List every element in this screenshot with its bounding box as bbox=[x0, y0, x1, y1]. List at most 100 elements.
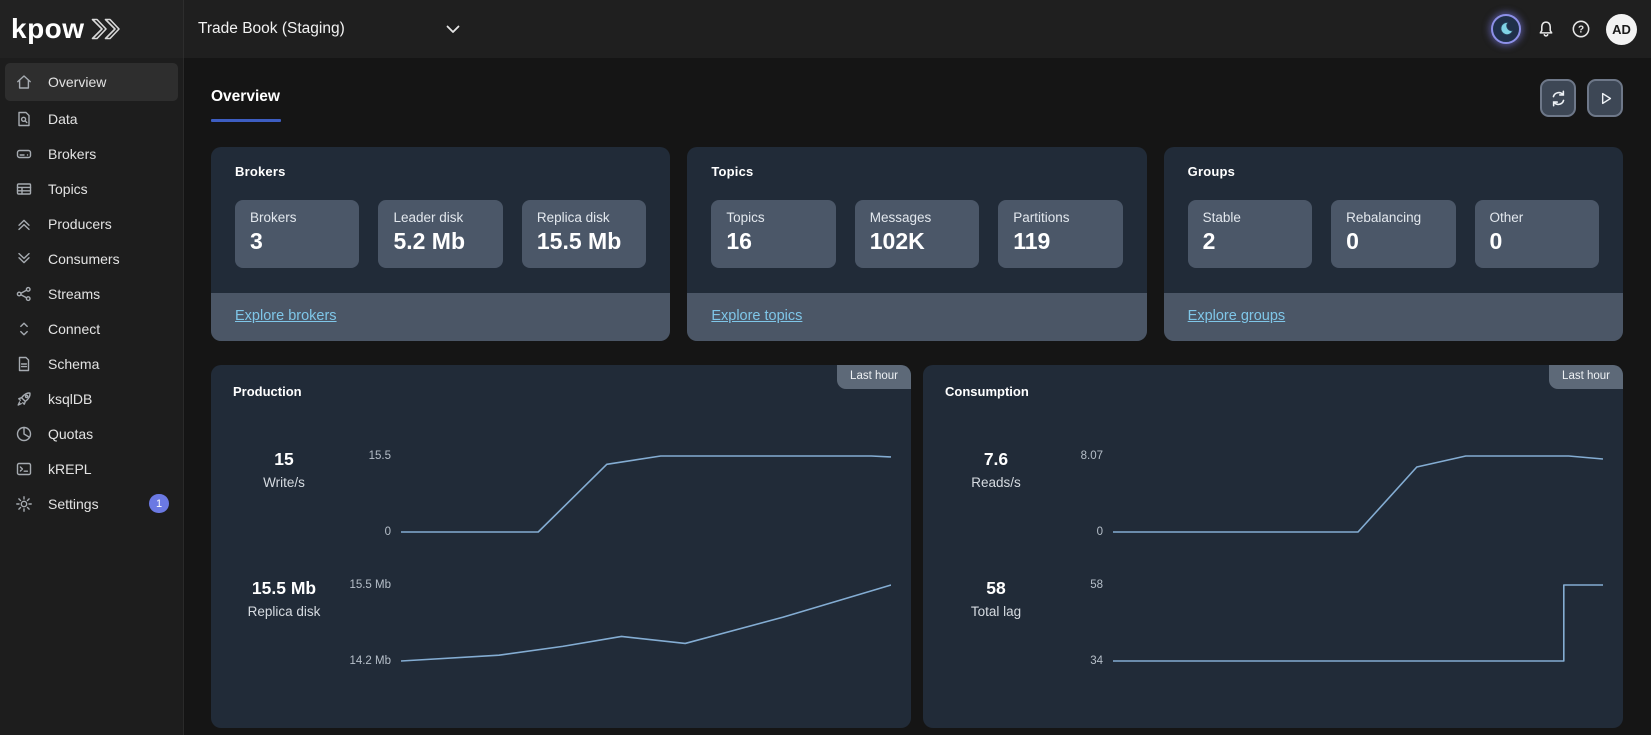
sidebar-item-label: Topics bbox=[48, 180, 88, 197]
summary-card-body: Topics Topics 16 Messages 102K Partitions 119 bbox=[687, 147, 1146, 268]
page-header: Overview bbox=[211, 79, 1623, 122]
help-button[interactable]: ? bbox=[1571, 19, 1591, 39]
sidebar-item-topics[interactable]: Topics bbox=[5, 171, 178, 206]
title-underline bbox=[211, 119, 281, 122]
chart-row: 58 Total lag 58 34 bbox=[945, 577, 1603, 669]
theme-toggle-button[interactable] bbox=[1491, 14, 1521, 44]
y-axis-min-label: 0 bbox=[384, 526, 391, 538]
card-footer: Explore topics bbox=[687, 293, 1147, 341]
notifications-button[interactable] bbox=[1536, 19, 1556, 39]
summary-cards-row: Brokers Brokers 3 Leader disk 5.2 Mb Replica … bbox=[211, 147, 1623, 341]
stat-tile: Leader disk 5.2 Mb bbox=[378, 200, 503, 268]
moon-icon bbox=[1497, 20, 1515, 38]
card-title: Topics bbox=[711, 164, 754, 179]
drive-icon bbox=[15, 145, 33, 163]
sidebar-item-label: Brokers bbox=[48, 145, 97, 162]
sidebar-item-brokers[interactable]: Brokers bbox=[5, 136, 178, 171]
sidebar-item-label: Data bbox=[48, 110, 78, 127]
sparkline-chart bbox=[1113, 577, 1603, 669]
stat-tile: Stable 2 bbox=[1187, 200, 1313, 268]
sidebar: Overview Data Brokers Topics Producers Consum… bbox=[0, 58, 184, 735]
gear-icon bbox=[15, 495, 33, 513]
y-axis-max-label: 8.07 bbox=[1080, 450, 1103, 462]
stat-tile: Brokers 3 bbox=[235, 200, 360, 268]
doc-search-icon bbox=[15, 110, 33, 128]
terminal-icon bbox=[15, 460, 33, 478]
kpow-logo[interactable]: kpow bbox=[11, 13, 125, 45]
page-title-block: Overview bbox=[211, 88, 281, 122]
rocket-icon bbox=[15, 390, 33, 408]
chart-card-production: Last hour Production 15 Write/s 15.5 0 15.5 Mb… bbox=[211, 365, 911, 728]
sidebar-item-ksqldb[interactable]: ksqlDB bbox=[5, 381, 178, 416]
chart-stat: 15 Write/s bbox=[233, 448, 335, 490]
sidebar-item-streams[interactable]: Streams bbox=[5, 276, 178, 311]
sidebar-item-consumers[interactable]: Consumers bbox=[5, 241, 178, 276]
chart-row: 15 Write/s 15.5 0 bbox=[233, 448, 891, 540]
stat-tile: Messages 102K bbox=[854, 200, 980, 268]
stat-tile: Rebalancing 0 bbox=[1331, 200, 1456, 268]
explore-link[interactable]: Explore brokers bbox=[235, 308, 337, 324]
stat-tile-value: 16 bbox=[726, 228, 752, 254]
stat-tile-value: 2 bbox=[1202, 228, 1216, 254]
svg-text:?: ? bbox=[1578, 25, 1584, 36]
home-icon bbox=[15, 73, 33, 91]
stat-tile-label: Brokers bbox=[250, 210, 297, 225]
chart-stat-label: Write/s bbox=[263, 475, 305, 490]
sidebar-item-settings[interactable]: Settings 1 bbox=[5, 486, 178, 521]
avatar[interactable]: AD bbox=[1606, 13, 1637, 45]
play-button[interactable] bbox=[1587, 79, 1623, 117]
chart-stat-value: 58 bbox=[986, 578, 1006, 598]
stat-tile: Topics 16 bbox=[711, 200, 836, 268]
sidebar-item-data[interactable]: Data bbox=[5, 101, 178, 136]
sidebar-item-label: Streams bbox=[48, 285, 101, 302]
stat-tile-value: 0 bbox=[1346, 228, 1359, 254]
sidebar-item-overview[interactable]: Overview bbox=[5, 63, 178, 101]
chevrons-down-icon bbox=[15, 250, 33, 268]
sidebar-item-label: ksqlDB bbox=[48, 390, 93, 407]
stat-tile: Partitions 119 bbox=[998, 200, 1123, 268]
kpow-logo-text: kpow bbox=[11, 13, 85, 44]
last-hour-tag: Last hour bbox=[837, 365, 911, 389]
chart-cards-row: Last hour Production 15 Write/s 15.5 0 15.5 Mb… bbox=[211, 365, 1623, 728]
sidebar-item-label: kREPL bbox=[48, 460, 92, 477]
stat-tile-label: Replica disk bbox=[536, 210, 610, 225]
sidebar-item-schema[interactable]: Schema bbox=[5, 346, 178, 381]
sidebar-item-krepl[interactable]: kREPL bbox=[5, 451, 178, 486]
y-axis-labels: 8.07 0 bbox=[1047, 448, 1113, 540]
y-axis-max-label: 15.5 Mb bbox=[349, 579, 391, 591]
explore-link[interactable]: Explore groups bbox=[1187, 308, 1286, 324]
sidebar-item-label: Overview bbox=[48, 74, 107, 90]
stat-tile-label: Rebalancing bbox=[1346, 210, 1422, 225]
refresh-button[interactable] bbox=[1540, 79, 1576, 117]
stat-tile-label: Stable bbox=[1202, 210, 1241, 225]
chart-stat: 7.6 Reads/s bbox=[945, 448, 1047, 490]
sidebar-item-connect[interactable]: Connect bbox=[5, 311, 178, 346]
chart-row: 7.6 Reads/s 8.07 0 bbox=[945, 448, 1603, 540]
sidebar-item-quotas[interactable]: Quotas bbox=[5, 416, 178, 451]
connect-icon bbox=[15, 320, 33, 338]
share-icon bbox=[15, 285, 33, 303]
chart-card-title: Production bbox=[233, 384, 302, 399]
stat-tile-value: 0 bbox=[1489, 228, 1503, 254]
y-axis-labels: 15.5 Mb 14.2 Mb bbox=[335, 577, 401, 669]
sidebar-item-label: Producers bbox=[48, 215, 112, 232]
stat-tile-value: 119 bbox=[1013, 228, 1051, 254]
chart-stat: 15.5 Mb Replica disk bbox=[233, 577, 335, 619]
y-axis-labels: 15.5 0 bbox=[335, 448, 401, 540]
stat-tile-value: 102K bbox=[869, 228, 925, 254]
environment-selector[interactable]: Trade Book (Staging) bbox=[198, 20, 460, 38]
chart-stat-label: Replica disk bbox=[247, 604, 321, 619]
summary-card-body: Groups Stable 2 Rebalancing 0 Other 0 bbox=[1164, 147, 1623, 268]
card-footer: Explore groups bbox=[1163, 293, 1623, 341]
summary-card-brokers: Brokers Brokers 3 Leader disk 5.2 Mb Replica … bbox=[211, 147, 671, 341]
pie-icon bbox=[15, 425, 33, 443]
page-title: Overview bbox=[211, 88, 280, 105]
chart-stat-label: Reads/s bbox=[971, 475, 1021, 490]
chart-stat-value: 15 bbox=[274, 449, 294, 469]
sidebar-item-producers[interactable]: Producers bbox=[5, 206, 178, 241]
sparkline-chart bbox=[401, 577, 891, 669]
y-axis-max-label: 58 bbox=[1090, 579, 1103, 591]
settings-badge: 1 bbox=[149, 494, 169, 513]
explore-link[interactable]: Explore topics bbox=[711, 308, 803, 324]
card-footer: Explore brokers bbox=[211, 293, 671, 341]
